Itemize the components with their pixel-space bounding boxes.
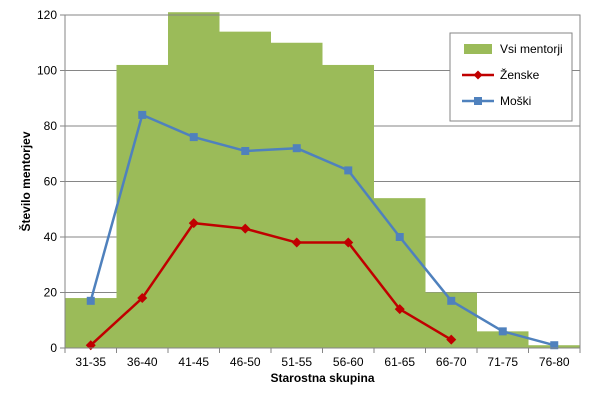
y-tick-label: 0	[50, 341, 57, 355]
data-point	[138, 110, 147, 119]
data-point	[241, 146, 250, 155]
legend-marker	[474, 97, 482, 105]
data-point	[394, 304, 405, 315]
bar	[322, 64, 374, 348]
bar	[219, 31, 271, 349]
x-tick-label: 51-55	[281, 355, 312, 369]
y-tick-label: 20	[44, 286, 58, 300]
data-point	[292, 144, 301, 153]
series-line	[89, 113, 555, 347]
y-tick-label: 40	[44, 230, 58, 244]
x-tick-label: 31-35	[75, 355, 106, 369]
x-tick-label: 46-50	[230, 355, 261, 369]
x-tick-label: 36-40	[127, 355, 158, 369]
data-point	[498, 327, 507, 336]
data-point	[395, 233, 404, 241]
data-point	[137, 293, 148, 304]
x-tick-label: 61-65	[384, 355, 415, 369]
y-axis-title: Število mentorjev	[18, 131, 33, 231]
legend-label: Vsi mentorji	[500, 42, 563, 56]
legend-label: Moški	[500, 94, 531, 108]
data-point	[446, 334, 457, 345]
data-point	[188, 218, 199, 229]
data-point	[189, 133, 198, 142]
y-axis-ticks: 0 20 40 60 80 100 120	[37, 8, 65, 355]
legend: Vsi mentorji Ženske Moški	[449, 32, 573, 122]
data-point	[344, 166, 353, 175]
x-tick-label: 41-45	[178, 355, 209, 369]
data-point	[550, 341, 559, 350]
legend-label: Ženske	[500, 67, 540, 82]
x-tick-label: 71-75	[487, 355, 518, 369]
x-tick-label: 76-80	[539, 355, 570, 369]
data-point	[447, 296, 456, 305]
y-tick-label: 100	[37, 64, 57, 78]
x-tick-label: 56-60	[333, 355, 364, 369]
x-axis-title: Starostna skupina	[270, 371, 374, 385]
data-point	[86, 296, 95, 305]
x-axis-ticks: 31-35 36-40 41-45 46-50 51-55 56-60 61-65 66-70…	[64, 348, 581, 369]
data-point	[291, 237, 302, 248]
bar	[374, 198, 426, 348]
x-tick-label: 66-70	[436, 355, 467, 369]
data-point	[240, 223, 251, 234]
y-tick-label: 80	[44, 119, 58, 133]
line-series	[85, 110, 559, 351]
bar	[116, 64, 168, 348]
bar	[168, 12, 220, 348]
legend-marker	[473, 70, 483, 80]
series-line	[89, 221, 452, 347]
plot-frame	[64, 14, 581, 349]
y-tick-label: 120	[37, 8, 57, 22]
data-point	[343, 237, 354, 248]
bar	[271, 42, 323, 348]
legend-swatch	[464, 44, 492, 54]
bar	[65, 298, 117, 348]
y-tick-label: 60	[44, 175, 58, 189]
